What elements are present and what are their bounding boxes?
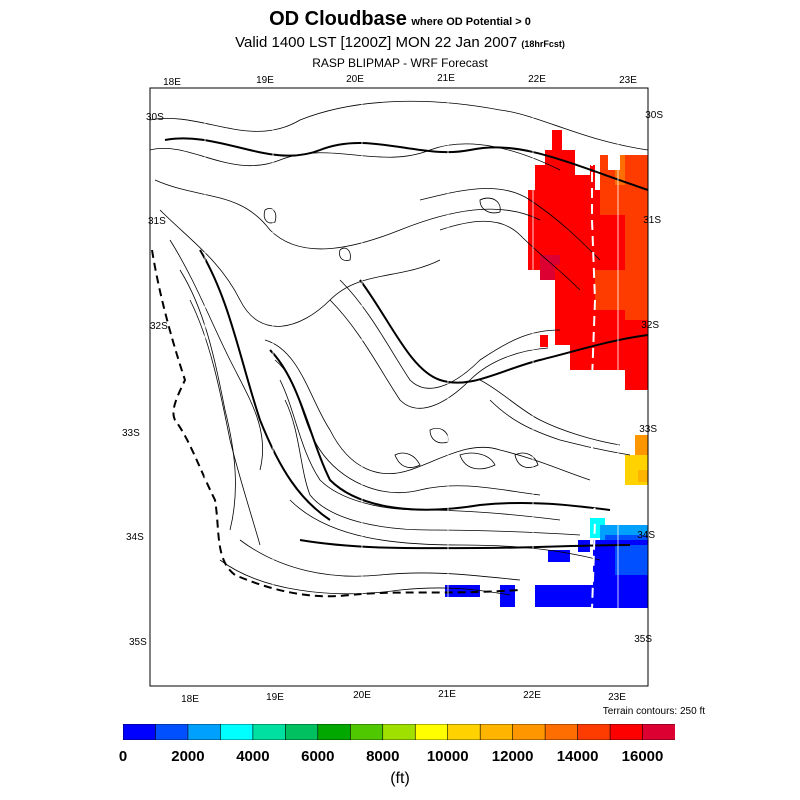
- colorbar-unit: (ft): [390, 770, 410, 787]
- bottom-lon-labels: 18E 19E 20E 21E 22E 23E: [181, 689, 626, 705]
- bottom-lon-label: 21E: [438, 689, 456, 700]
- colorbar-swatch: [577, 724, 611, 740]
- right-lat-label: 33S: [639, 424, 657, 435]
- coastline: [151, 249, 521, 598]
- colorbar-swatch: [512, 724, 546, 740]
- left-lat-label: 34S: [126, 532, 144, 543]
- colorbar-swatch: [123, 724, 157, 740]
- colorbar-label: 16000: [621, 748, 664, 765]
- top-lon-label: 23E: [619, 75, 637, 86]
- colorbar-swatch: [544, 724, 579, 740]
- title-main: OD Cloudbase: [269, 8, 407, 30]
- terrain-contours-note: Terrain contours: 250 ft: [602, 706, 705, 717]
- left-lat-label: 35S: [129, 637, 147, 648]
- colorbar-swatch: [252, 724, 287, 740]
- top-lon-label: 19E: [256, 75, 274, 86]
- colorbar-label: 8000: [366, 748, 400, 765]
- right-lat-label: 34S: [637, 530, 655, 541]
- bottom-lon-label: 20E: [353, 690, 371, 701]
- cloudbase-field: [445, 130, 648, 608]
- right-lat-labels: 30S 31S 32S 33S 34S 35S: [634, 110, 663, 645]
- colorbar-label: 2000: [171, 748, 205, 765]
- colorbar-swatch: [155, 724, 189, 740]
- bottom-lon-label: 22E: [523, 690, 541, 701]
- forecast-hour: (18hrFcst): [521, 39, 565, 49]
- colorbar-label: 4000: [236, 748, 270, 765]
- left-lat-label: 33S: [122, 428, 140, 439]
- colorbar-swatch: [609, 724, 644, 740]
- colorbar-swatch: [414, 724, 449, 740]
- top-lon-labels: 18E 19E 20E 21E 22E 23E: [163, 73, 637, 88]
- colorbar-swatch: [220, 724, 254, 740]
- colorbar-swatch: [187, 724, 222, 740]
- colorbar: [123, 724, 675, 740]
- colorbar-label: 10000: [426, 748, 469, 765]
- right-lat-label: 31S: [643, 215, 661, 226]
- terrain-contours: [150, 100, 648, 596]
- colorbar-label: 12000: [491, 748, 534, 765]
- left-lat-label: 30S: [146, 112, 164, 123]
- colorbar-swatch: [317, 724, 352, 740]
- colorbar-swatch: [349, 724, 384, 740]
- graticule: [204, 88, 619, 686]
- subtitle: RASP BLIPMAP - WRF Forecast: [312, 56, 488, 70]
- colorbar-swatch: [285, 724, 319, 740]
- page-title: OD Cloudbase where OD Potential > 0: [0, 8, 800, 31]
- map-frame: [149, 87, 649, 687]
- valid-time: Valid 1400 LST [1200Z] MON 22 Jan 2007 (…: [0, 34, 800, 51]
- bottom-lon-label: 19E: [266, 692, 284, 703]
- left-lat-labels: 30S 31S 32S 33S 34S 35S: [122, 112, 168, 648]
- top-lon-label: 18E: [163, 77, 181, 88]
- bottom-lon-label: 18E: [181, 694, 199, 705]
- colorbar-swatch: [642, 724, 675, 740]
- top-lon-label: 20E: [346, 74, 364, 85]
- province-border: [591, 140, 597, 611]
- top-lon-label: 21E: [437, 73, 455, 84]
- left-lat-label: 31S: [148, 216, 166, 227]
- right-lat-label: 35S: [634, 634, 652, 645]
- colorbar-swatch: [479, 724, 514, 740]
- thick-contours: [164, 137, 648, 550]
- colorbar-swatch: [382, 724, 417, 740]
- left-lat-label: 32S: [150, 321, 168, 332]
- top-lon-label: 22E: [528, 74, 546, 85]
- colorbar-label: 0: [118, 748, 128, 765]
- colorbar-label: 14000: [556, 748, 599, 765]
- title-condition: where OD Potential > 0: [411, 16, 531, 28]
- right-lat-label: 32S: [641, 320, 659, 331]
- colorbar-swatch: [447, 724, 481, 740]
- valid-text: Valid 1400 LST [1200Z] MON 22 Jan 2007: [235, 34, 518, 51]
- colorbar-label: 6000: [301, 748, 335, 765]
- right-lat-label: 30S: [645, 110, 663, 121]
- bottom-lon-label: 23E: [608, 692, 626, 703]
